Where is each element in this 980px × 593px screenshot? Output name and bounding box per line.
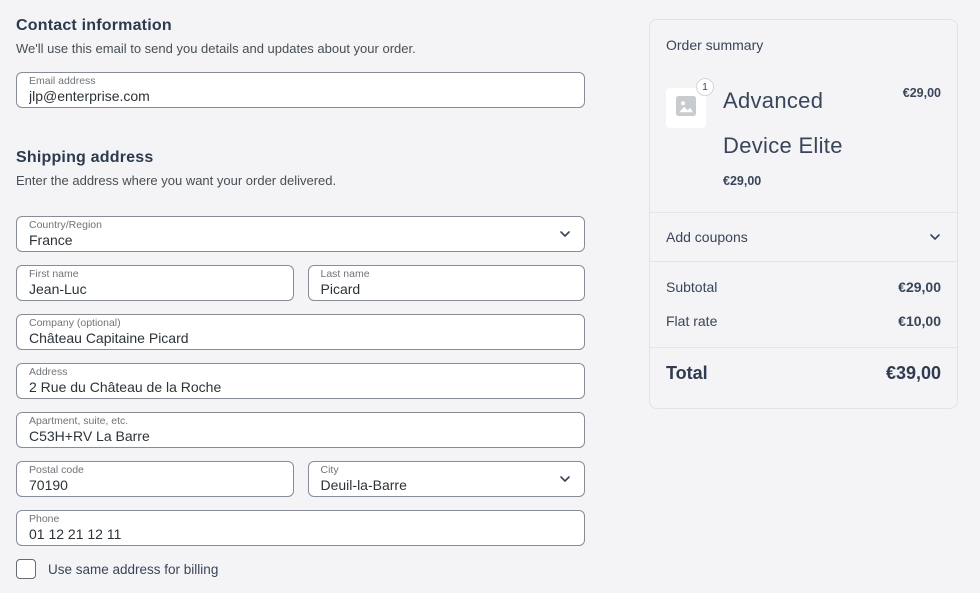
name-row: First name Last name xyxy=(16,265,585,314)
totals-block: Subtotal €29,00 Flat rate €10,00 xyxy=(666,262,941,346)
email-field[interactable]: Email address xyxy=(16,72,585,109)
phone-label: Phone xyxy=(29,512,60,525)
city-select[interactable]: City xyxy=(307,461,585,498)
country-input[interactable] xyxy=(29,231,572,250)
product-info: Advanced Device Elite €29,00 xyxy=(714,78,903,212)
order-summary-panel: Order summary 1 xyxy=(649,19,958,409)
shipping-address-heading: Shipping address xyxy=(16,149,154,167)
flat-rate-row: Flat rate €10,00 xyxy=(666,312,941,330)
divider xyxy=(650,261,957,263)
grand-total-value: €39,00 xyxy=(885,362,941,383)
last-name-field[interactable]: Last name xyxy=(307,265,585,302)
first-name-label: First name xyxy=(29,267,79,280)
company-input[interactable] xyxy=(29,329,572,348)
chevron-down-icon xyxy=(929,231,941,243)
grand-total-row: Total €39,00 xyxy=(666,348,941,392)
contact-information-section: Contact information We'll use this email… xyxy=(16,16,585,109)
subtotal-row: Subtotal €29,00 xyxy=(666,278,941,296)
email-label: Email address xyxy=(29,74,96,87)
order-item-row: 1 Advanced Device Elite €29,00 €29,00 xyxy=(666,78,941,212)
last-name-input[interactable] xyxy=(320,280,572,299)
shipping-address-description: Enter the address where you want your or… xyxy=(16,173,337,189)
contact-information-heading: Contact information xyxy=(16,17,172,34)
address-input[interactable] xyxy=(29,378,572,397)
company-label: Company (optional) xyxy=(29,316,121,329)
company-field[interactable]: Company (optional) xyxy=(16,314,585,351)
last-name-label: Last name xyxy=(320,267,370,280)
order-summary-column: Order summary 1 xyxy=(649,16,958,579)
city-label: City xyxy=(320,463,339,476)
product-line-price: €29,00 xyxy=(902,86,941,101)
subtotal-label: Subtotal xyxy=(666,279,718,296)
add-coupons-toggle[interactable]: Add coupons xyxy=(666,213,941,261)
postal-code-label: Postal code xyxy=(29,463,84,476)
country-label: Country/Region xyxy=(29,218,102,231)
product-thumbnail-wrap: 1 xyxy=(666,78,714,212)
email-input[interactable] xyxy=(29,87,572,106)
subtotal-value: €29,00 xyxy=(898,279,941,296)
postal-code-input[interactable] xyxy=(29,476,281,495)
postal-city-row: Postal code City xyxy=(16,461,585,510)
first-name-field[interactable]: First name xyxy=(16,265,294,302)
product-thumbnail xyxy=(666,88,706,129)
address-label: Address xyxy=(29,365,68,378)
city-input[interactable] xyxy=(320,476,572,495)
apartment-input[interactable] xyxy=(29,427,572,446)
product-unit-price: €29,00 xyxy=(723,174,762,189)
divider xyxy=(650,212,957,214)
billing-same-address-label[interactable]: Use same address for billing xyxy=(48,561,219,577)
add-coupons-label: Add coupons xyxy=(666,229,748,246)
phone-field[interactable]: Phone xyxy=(16,510,585,547)
postal-code-field[interactable]: Postal code xyxy=(16,461,294,498)
grand-total-label: Total xyxy=(666,362,708,383)
phone-input[interactable] xyxy=(29,525,572,544)
country-select[interactable]: Country/Region xyxy=(16,216,585,253)
billing-same-address-row: Use same address for billing xyxy=(16,559,585,580)
checkout-form-column: Contact information We'll use this email… xyxy=(16,16,585,580)
quantity-badge: 1 xyxy=(696,78,714,97)
flat-rate-label: Flat rate xyxy=(666,313,718,330)
address-field[interactable]: Address xyxy=(16,363,585,400)
order-summary-title: Order summary xyxy=(666,37,764,53)
product-name: Advanced Device Elite xyxy=(723,88,843,159)
apartment-label: Apartment, suite, etc. xyxy=(29,414,129,427)
shipping-address-section: Shipping address Enter the address where… xyxy=(16,148,585,580)
contact-information-description: We'll use this email to send you details… xyxy=(16,41,416,57)
checkout-page: Contact information We'll use this email… xyxy=(16,16,958,580)
divider xyxy=(650,346,957,348)
first-name-input[interactable] xyxy=(29,280,281,299)
apartment-field[interactable]: Apartment, suite, etc. xyxy=(16,412,585,449)
billing-same-address-checkbox[interactable] xyxy=(16,559,36,580)
flat-rate-value: €10,00 xyxy=(898,313,941,330)
image-placeholder-icon xyxy=(676,95,696,121)
